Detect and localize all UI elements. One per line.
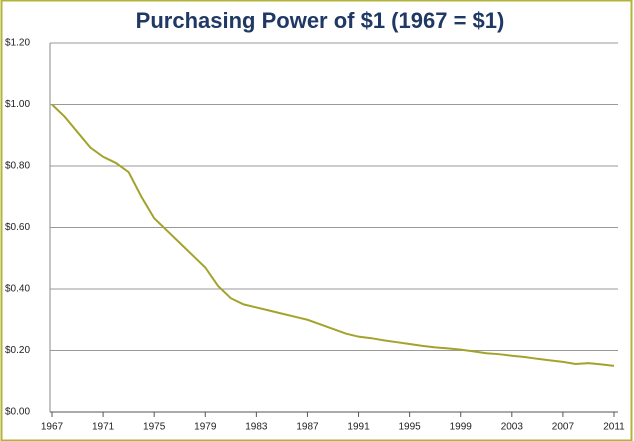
- x-tick-label: 1979: [194, 422, 217, 433]
- x-tick-label: 1987: [296, 422, 319, 433]
- x-tick-label: 1967: [41, 422, 64, 433]
- y-tick-label: $0.00: [5, 407, 30, 418]
- x-tick-label: 2003: [501, 422, 524, 433]
- x-tick-label: 2007: [552, 422, 575, 433]
- y-tick-label: $1.20: [5, 38, 30, 49]
- y-tick-label: $0.80: [5, 161, 30, 172]
- x-tick-label: 1999: [450, 422, 473, 433]
- y-tick-label: $1.00: [5, 99, 30, 110]
- x-tick-label: 1991: [347, 422, 370, 433]
- y-tick-label: $0.40: [5, 284, 30, 295]
- x-tick-label: 1971: [92, 422, 115, 433]
- x-tick-label: 1983: [245, 422, 268, 433]
- chart-title: Purchasing Power of $1 (1967 = $1): [136, 8, 505, 33]
- data-line: [51, 103, 615, 367]
- y-tick-label: $0.20: [5, 345, 30, 356]
- x-tick-label: 2011: [603, 422, 625, 433]
- x-tick-label: 1975: [143, 422, 166, 433]
- y-tick-label: $0.60: [5, 222, 30, 233]
- x-tick-label: 1995: [399, 422, 422, 433]
